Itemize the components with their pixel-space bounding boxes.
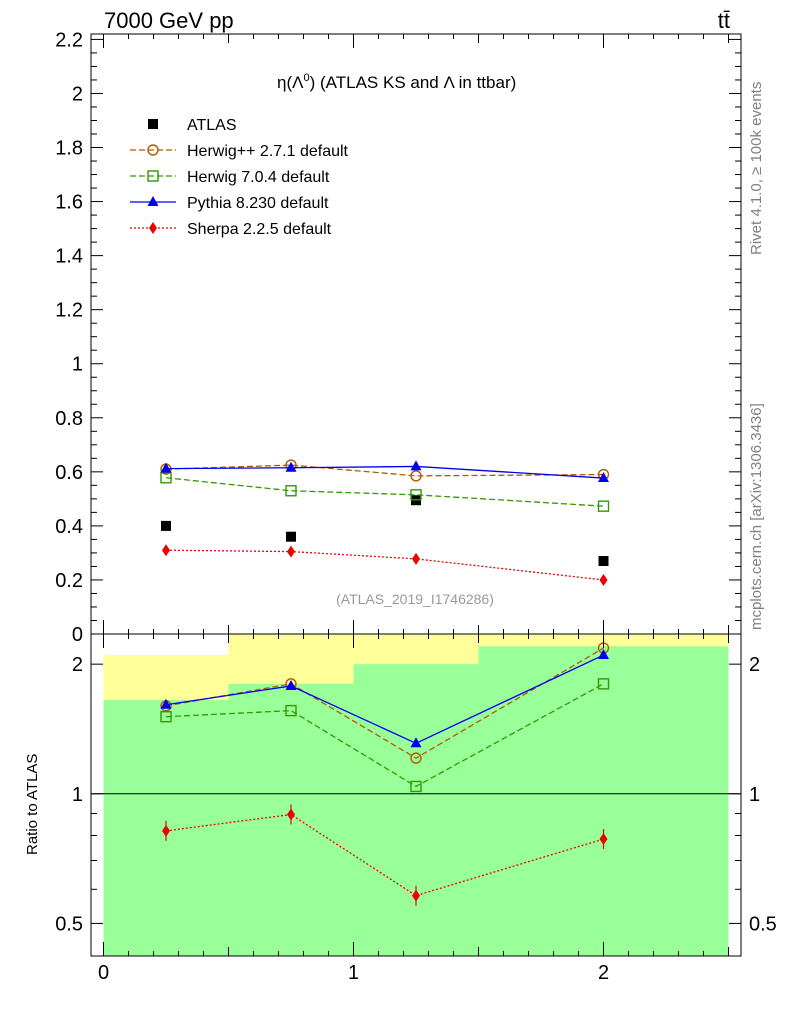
main-pythia-point-2	[410, 460, 422, 471]
legend-herwigpp-marker	[147, 144, 159, 156]
ratio-ytick-label-right-2: 2	[749, 654, 760, 676]
axes: 0 0.2 0.4 0.6 0.8 1 1.2 1.4 1.6 1.8 2 2.2 0 1 2 0.5 0.5 1…	[55, 29, 777, 984]
main-herwigpp-point-2	[410, 470, 422, 482]
main-ytick-label-6: 1.2	[55, 300, 83, 322]
ratio-herwig7-point-1	[285, 704, 297, 717]
main-ytick-label-5: 1	[72, 354, 83, 376]
main-ytick-label-8: 1.6	[55, 192, 83, 214]
ratio-panel-bands	[91, 634, 741, 956]
main-ytick-label-2: 0.4	[55, 516, 83, 538]
legend-pythia-label: Pythia 8.230 default	[187, 195, 329, 212]
legend-sherpa-marker	[149, 222, 157, 234]
main-ytick-label-7: 1.4	[55, 246, 83, 268]
ratio-panel-series	[160, 642, 610, 906]
ratio-pythia-point-2	[410, 737, 422, 748]
legend-pythia-marker	[147, 196, 159, 206]
ratio-herwig7-point-0	[160, 711, 172, 723]
ratio-herwig7-line	[165, 683, 604, 788]
analysis-watermark: (ATLAS_2019_I1746286)	[336, 591, 494, 607]
legend-sherpa-label: Sherpa 2.2.5 default	[187, 221, 332, 238]
main-pythia-point-0	[160, 462, 172, 473]
ratio-sherpa-point-2	[412, 889, 420, 902]
ratio-ytick-label-2: 2	[72, 654, 83, 676]
ratio-pythia-point-0	[160, 698, 172, 709]
main-ytick-label-3: 0.6	[55, 462, 83, 484]
main-herwig7-point-0	[160, 472, 172, 484]
main-pythia-point-1	[285, 461, 297, 472]
ratio-y-axis-label: Ratio to ATLAS	[24, 754, 41, 855]
legend-herwigpp-label: Herwig++ 2.7.1 default	[187, 143, 349, 160]
ratio-pythia-point-1	[285, 679, 297, 690]
main-ytick-label-1: 0.2	[55, 570, 83, 592]
main-ytick-label-4: 0.8	[55, 408, 83, 430]
ratio-xtick-label-0: 0	[98, 962, 109, 984]
main-sherpa-line	[165, 549, 604, 581]
main-panel-series	[160, 459, 610, 586]
ratio-sherpa-point-1	[287, 808, 295, 821]
main-sherpa-point-2	[412, 552, 420, 565]
main-ytick-label-0: 0	[72, 624, 83, 646]
ratio-ytick-label-right-0: 0.5	[749, 913, 777, 935]
ratio-frame	[90, 633, 742, 957]
main-atlas-point-0	[161, 520, 171, 531]
main-atlas-point-3	[598, 556, 609, 567]
ratio-sherpa-point-0	[162, 824, 170, 837]
legend-herwig7-marker	[147, 170, 159, 182]
main-pythia-line	[165, 465, 604, 479]
ratio-sherpa-line	[165, 813, 604, 897]
legend-herwig7-label: Herwig 7.0.4 default	[187, 169, 330, 186]
main-ytick-label-11: 2.2	[55, 29, 83, 51]
plot-title: η(Λ0) (ATLAS KS and Λ in ttbar)	[277, 72, 516, 92]
ratio-ytick-label-right-1: 1	[749, 784, 760, 806]
ratio-herwig7-point-2	[410, 780, 422, 793]
ratio-sherpa-point-3	[599, 833, 608, 846]
main-herwigpp-line	[165, 464, 604, 477]
legend-atlas-marker	[148, 119, 158, 129]
main-herwig7-point-2	[410, 489, 422, 501]
ratio-xtick-label-1: 1	[348, 962, 359, 984]
ratio-herwigpp-point-2	[410, 752, 422, 764]
main-herwig7-point-1	[285, 485, 297, 497]
ratio-ytick-label-1: 1	[72, 784, 83, 806]
ratio-band-inner-3	[478, 646, 729, 956]
main-herwig7-line	[165, 477, 604, 507]
ratio-ytick-label-0: 0.5	[55, 913, 83, 935]
ratio-pythia-line	[165, 654, 604, 744]
main-ytick-label-9: 1.8	[55, 138, 83, 160]
main-sherpa-point-3	[599, 573, 608, 586]
mcplots-reference-label: mcplots.cern.ch [arXiv:1306.3436]	[748, 403, 765, 630]
ratio-herwig7-point-3	[597, 678, 610, 690]
header-energy-label: 7000 GeV pp	[104, 8, 234, 33]
rivet-version-label: Rivet 4.1.0, ≥ 100k events	[748, 82, 765, 255]
main-herwig7-point-3	[597, 500, 610, 512]
legend-atlas-label: ATLAS	[187, 117, 237, 134]
main-pythia-point-3	[598, 472, 609, 483]
legend: ATLAS Herwig++ 2.7.1 default Herwig 7.0.4 …	[130, 117, 349, 238]
header-process-label: tt̄	[718, 8, 730, 33]
main-sherpa-point-1	[287, 545, 295, 558]
ratio-band-inner-2	[353, 664, 479, 956]
main-sherpa-point-0	[162, 544, 170, 557]
ratio-xtick-label-2: 2	[598, 962, 609, 984]
ratio-pythia-point-3	[598, 649, 609, 660]
main-atlas-point-1	[286, 531, 296, 542]
main-ytick-label-10: 2	[72, 83, 83, 105]
